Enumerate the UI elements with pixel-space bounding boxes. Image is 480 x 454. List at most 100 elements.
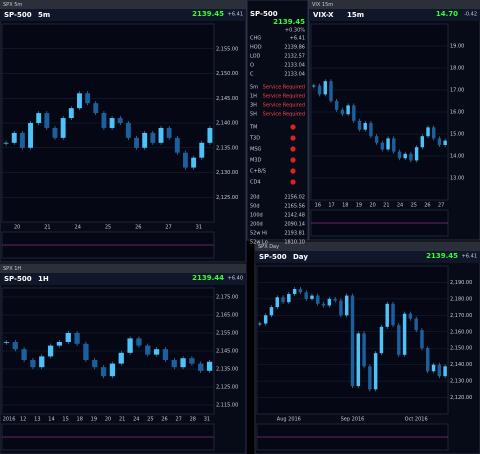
x-tick-label: 18: [77, 417, 83, 423]
candle: [281, 297, 285, 303]
y-tick-label: 2,145.00: [216, 96, 238, 102]
candle: [392, 138, 396, 152]
x-tick-label: 27: [438, 203, 444, 209]
x-tick-label: 27: [165, 225, 171, 231]
candle: [150, 132, 156, 143]
x-tick-label: 28: [190, 417, 196, 423]
y-tick-label: 2,120.00: [450, 395, 472, 401]
x-tick-label: 17: [328, 203, 334, 209]
candle: [391, 303, 395, 326]
y-tick-label: 2,135.00: [216, 367, 238, 373]
x-tick-label: 18: [342, 203, 348, 209]
interval: Day: [293, 253, 308, 261]
candle: [402, 313, 407, 355]
x-tick-label: 24: [397, 203, 403, 209]
y-tick-label: 2,145.00: [216, 349, 238, 355]
candle: [346, 105, 350, 115]
candle: [30, 360, 36, 368]
x-tick-label: 26: [135, 225, 141, 231]
candle: [369, 123, 373, 137]
candle: [127, 338, 133, 353]
candle: [312, 85, 316, 87]
candle: [125, 123, 131, 138]
panel-tab-bar: [255, 242, 480, 251]
level-label: 52w Hi: [250, 231, 267, 237]
candle: [158, 127, 164, 143]
quote-value: +6.41: [290, 36, 305, 42]
x-tick-label: 24: [133, 417, 139, 423]
signal-dot: [290, 168, 296, 174]
candle: [47, 345, 54, 357]
candle: [92, 360, 98, 368]
y-tick-label: 14.00: [450, 154, 464, 160]
candle: [426, 348, 430, 372]
y-tick-label: 15.00: [450, 132, 464, 138]
quote-label: CHG: [250, 36, 261, 42]
candle: [136, 338, 142, 346]
y-tick-label: 2,150.00: [216, 71, 238, 77]
candle: [118, 352, 124, 364]
x-tick-label: 25: [147, 417, 153, 423]
status-label: 5m: [250, 85, 258, 91]
candle: [166, 127, 172, 138]
level-value: 1810.10: [284, 240, 305, 246]
quote-value: 2139.86: [284, 45, 305, 51]
y-tick-label: 18.00: [450, 66, 464, 72]
x-tick-label: 21: [44, 225, 50, 231]
candle: [258, 323, 262, 325]
candle: [100, 367, 107, 377]
level-value: 2142.48: [284, 213, 305, 219]
signal-dot: [290, 179, 296, 185]
y-tick-label: 19.00: [450, 44, 464, 50]
change: +6.41: [228, 12, 243, 18]
y-tick-label: 2,115.00: [216, 403, 238, 409]
x-tick-label: 20: [105, 417, 111, 423]
x-tick-label: 14: [48, 417, 54, 423]
candle: [93, 103, 99, 114]
y-tick-label: 13.00: [450, 176, 464, 182]
candle: [287, 293, 291, 303]
candle: [431, 364, 436, 372]
candle: [28, 123, 33, 148]
change: +6.41: [462, 254, 477, 260]
candle: [142, 132, 148, 148]
symbol-bar: [309, 9, 480, 21]
level-value: 2156.02: [284, 195, 305, 201]
x-tick-label: 19: [91, 417, 97, 423]
level-label: 20d: [250, 195, 260, 201]
status-value: Service Required: [263, 85, 305, 91]
candle: [269, 307, 274, 316]
candle: [321, 303, 326, 306]
candle: [183, 152, 188, 168]
candle: [437, 138, 442, 145]
quote-label: LOD: [250, 54, 261, 60]
candle: [206, 361, 213, 371]
signal-label: CD4: [250, 180, 261, 186]
panel-tab: SPX Day: [258, 244, 279, 250]
signal-dot: [290, 135, 296, 141]
status-label: 1H: [250, 94, 257, 100]
candle: [316, 295, 320, 304]
candle: [83, 343, 89, 360]
x-tick-label: 25: [411, 203, 417, 209]
symbol-bar: [255, 251, 480, 263]
candle: [39, 356, 45, 368]
signal-label: TM: [249, 125, 257, 131]
candle: [323, 81, 327, 95]
x-tick-label: 24: [75, 225, 81, 231]
candle: [52, 127, 58, 138]
candle: [333, 298, 337, 301]
y-tick-label: 16.00: [450, 110, 464, 116]
symbol: SP-500: [4, 11, 32, 19]
candle: [109, 118, 115, 128]
quote-price: 2139.45: [273, 18, 305, 26]
x-tick-label: 21: [119, 417, 125, 423]
candle: [420, 330, 424, 349]
candle: [432, 127, 436, 139]
x-tick-label: 20: [14, 225, 20, 231]
panel-tab-bar: [309, 0, 480, 9]
candle: [60, 118, 66, 138]
candle: [3, 342, 10, 343]
candle: [329, 81, 333, 101]
candle: [385, 303, 389, 327]
